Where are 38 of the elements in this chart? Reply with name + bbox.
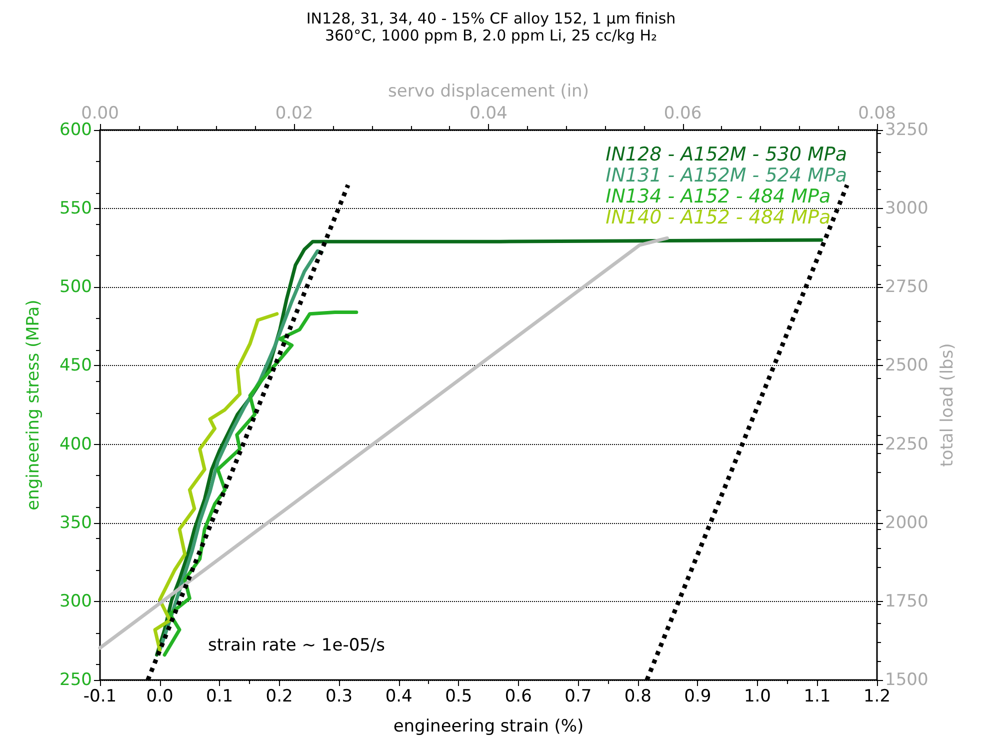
y-tick-label: 400 bbox=[60, 434, 92, 454]
y2-tick-label: 2250 bbox=[885, 434, 928, 454]
y2-tick-label: 3000 bbox=[885, 198, 928, 219]
x2-tick-label: 0.04 bbox=[470, 104, 508, 124]
x-tick-label: 0.1 bbox=[206, 686, 234, 706]
y2-axis-title: total load (lbs) bbox=[938, 343, 958, 467]
x-tick-label: 1.0 bbox=[744, 686, 771, 706]
annotation: strain rate ~ 1e-05/s bbox=[208, 636, 386, 656]
y2-tick-label: 2500 bbox=[885, 356, 928, 376]
text: IN134 - A152 - 484 MPa bbox=[606, 186, 831, 208]
x-tick-label: 0.8 bbox=[624, 686, 652, 706]
text: IN128 - A152M - 530 MPa bbox=[606, 144, 847, 166]
x-tick-label: 0.3 bbox=[326, 686, 353, 706]
y2-tick-label: 1750 bbox=[885, 591, 928, 612]
y-tick-label: 500 bbox=[60, 277, 92, 298]
chart-subtitle: 360°C, 1000 ppm B, 2.0 ppm Li, 25 cc/kg H₂ bbox=[324, 26, 658, 44]
y-tick-label: 350 bbox=[60, 512, 92, 533]
y2-tick-label: 2000 bbox=[885, 512, 928, 533]
y-tick-label: 300 bbox=[60, 591, 92, 612]
text: IN131 - A152M - 524 MPa bbox=[606, 164, 847, 186]
y-tick-label: 550 bbox=[60, 198, 92, 219]
x-tick-label: 1.1 bbox=[804, 686, 831, 706]
x-tick-label: 0.4 bbox=[385, 686, 412, 706]
y-axis-title: engineering stress (MPa) bbox=[24, 300, 44, 510]
text: IN140 - A152 - 484 MPa bbox=[606, 206, 831, 228]
x2-tick-label: 0.02 bbox=[275, 104, 314, 124]
y2-tick-label: 2750 bbox=[885, 277, 928, 298]
x-tick-label: 0.9 bbox=[684, 686, 712, 706]
x-tick-label: 0.5 bbox=[445, 686, 472, 706]
y-tick-label: 450 bbox=[60, 356, 92, 376]
chart-title: IN128, 31, 34, 40 - 15% CF alloy 152, 1 μm finish bbox=[306, 10, 676, 28]
x-tick-label: 0.0 bbox=[146, 686, 174, 706]
x-tick-label: 0.2 bbox=[266, 686, 293, 706]
x-tick-label: 0.6 bbox=[504, 686, 532, 706]
x-tick-label: 0.7 bbox=[564, 686, 592, 706]
x2-tick-label: 0.06 bbox=[664, 104, 702, 124]
x-axis-title: engineering strain (%) bbox=[393, 716, 584, 736]
x2-axis-title: servo displacement (in) bbox=[388, 82, 589, 102]
